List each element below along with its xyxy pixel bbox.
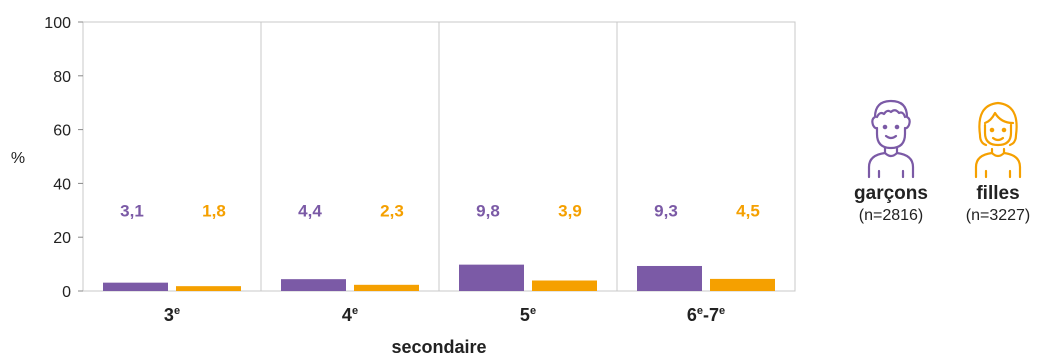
- bar-garcons: [637, 266, 702, 291]
- legend-garcons: garçons (n=2816): [836, 95, 946, 225]
- bar-filles: [532, 281, 597, 291]
- data-label-filles: 3,9: [558, 201, 582, 220]
- legend-garcons-label: garçons: [836, 183, 946, 205]
- y-tick-label: 0: [62, 284, 71, 301]
- y-tick-label: 100: [44, 15, 71, 32]
- bar-filles: [176, 286, 241, 291]
- girl-icon: [968, 95, 1028, 179]
- y-tick-label: 60: [53, 123, 71, 140]
- data-label-garcons: 9,8: [476, 201, 500, 220]
- data-label-garcons: 3,1: [120, 201, 144, 220]
- bar-chart: 0 20 40 60 80 100% 3,1 1,8 3e 4,4 2,3 4e 9,8 3,9 5e 9,3…: [0, 0, 800, 360]
- legend-filles: filles (n=3227): [943, 95, 1044, 225]
- y-tick-label: 80: [53, 69, 71, 86]
- legend-filles-count: (n=3227): [943, 207, 1044, 225]
- boy-icon: [861, 95, 921, 179]
- legend-filles-label: filles: [943, 183, 1044, 205]
- data-label-filles: 4,5: [736, 201, 760, 220]
- x-axis-label: secondaire: [391, 337, 486, 357]
- bar-garcons: [281, 279, 346, 291]
- y-axis-label: %: [11, 150, 25, 167]
- data-label-filles: 2,3: [380, 201, 404, 220]
- x-tick-label: 3e: [164, 305, 180, 325]
- x-tick-label: 6e-7e: [687, 305, 725, 325]
- data-label-garcons: 9,3: [654, 201, 678, 220]
- y-tick-label: 20: [53, 230, 71, 247]
- x-tick-label: 5e: [520, 305, 536, 325]
- data-label-garcons: 4,4: [298, 201, 322, 220]
- x-tick-label: 4e: [342, 305, 358, 325]
- data-label-filles: 1,8: [202, 201, 226, 220]
- legend-garcons-count: (n=2816): [836, 207, 946, 225]
- bar-garcons: [103, 283, 168, 291]
- bar-filles: [710, 279, 775, 291]
- y-tick-label: 40: [53, 176, 71, 193]
- bar-filles: [354, 285, 419, 291]
- bar-garcons: [459, 265, 524, 291]
